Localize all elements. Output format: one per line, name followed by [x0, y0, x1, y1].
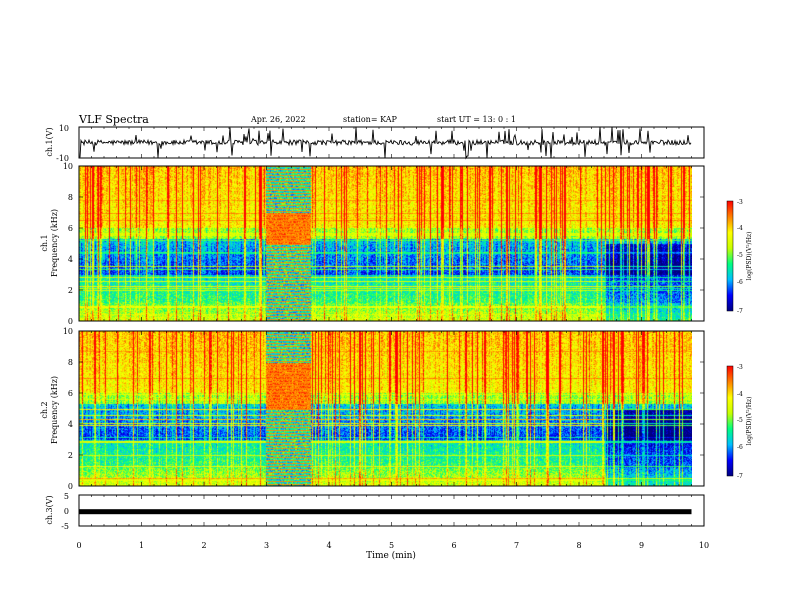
ch3-waveform-ticks — [78, 495, 705, 526]
ch2-cb-tick-m4: -4 — [737, 391, 743, 398]
y-tick-label: 4 — [68, 420, 73, 429]
ch3-waveform-panel: 5 0 -5 ch.3(V) 0 1 2 3 4 5 6 7 8 9 10 Time (min) — [45, 492, 709, 561]
ch1-waveform-ylabel: ch.1(V) — [45, 127, 54, 156]
ch3-ytick-mid: 0 — [64, 507, 69, 516]
y-tick-label: 10 — [63, 327, 73, 336]
ch3-ytick-bottom: -5 — [61, 522, 69, 531]
ch3-waveform-ylabel: ch.3(V) — [45, 495, 54, 524]
ch1-spectrogram-image — [79, 166, 692, 321]
ch1-cb-tick-m6: -6 — [737, 279, 743, 286]
ch1-spectrogram-ticks — [78, 166, 705, 321]
x-tick-label: 2 — [201, 541, 206, 550]
x-tick-label: 3 — [264, 541, 269, 550]
figure-title: VLF Spectra — [78, 113, 149, 126]
ch2-spectrogram-panel: 0 2 4 6 8 10 ch.2 Frequency (kHz) — [40, 327, 705, 491]
ch1-cb-tick-m3: -3 — [737, 199, 743, 206]
y-tick-label: 2 — [68, 286, 73, 295]
station-label: station= KAP — [343, 115, 398, 124]
x-tick-label: 5 — [389, 541, 394, 550]
ch1-ytick-top: 10 — [59, 124, 69, 133]
x-tick-label: 8 — [576, 541, 581, 550]
ch3-waveform-line — [79, 509, 692, 515]
time-axis-tick-labels: 0 1 2 3 4 5 6 7 8 9 10 — [76, 541, 709, 550]
x-tick-label: 1 — [139, 541, 144, 550]
x-tick-label: 7 — [514, 541, 519, 550]
ch2-frequency-label: Frequency (kHz) — [50, 376, 59, 444]
ch1-cb-tick-m7: -7 — [737, 308, 743, 315]
ch2-colorbar: -3 -4 -5 -6 -7 log(PSD)(V²/Hz) — [726, 364, 753, 480]
ch2-spectrogram-image — [79, 331, 692, 486]
ch2-spectrogram-ticks — [78, 331, 705, 486]
y-tick-label: 6 — [68, 389, 73, 398]
ch1-colorbar-label: log(PSD)(V²/Hz) — [746, 232, 753, 281]
ch1-spectrogram-panel: 0 2 4 6 8 10 ch.1 Frequency (kHz) — [40, 162, 705, 326]
ch1-frequency-label: Frequency (kHz) — [50, 209, 59, 277]
ch1-cb-tick-m5: -5 — [737, 252, 743, 259]
y-tick-label: 8 — [68, 193, 73, 202]
y-tick-label: 10 — [63, 162, 73, 171]
y-tick-label: 8 — [68, 358, 73, 367]
ch1-cb-tick-m4: -4 — [737, 225, 743, 232]
y-tick-label: 0 — [68, 482, 73, 491]
ch2-cb-tick-m5: -5 — [737, 417, 743, 424]
ch2-cb-tick-m6: -6 — [737, 444, 743, 451]
x-tick-label: 9 — [639, 541, 644, 550]
ch1-waveform-line — [79, 126, 692, 160]
ch3-ytick-top: 5 — [64, 492, 69, 501]
ch1-colorbar-gradient — [727, 201, 733, 311]
ch2-cb-tick-m3: -3 — [737, 364, 743, 371]
x-tick-label: 6 — [451, 541, 456, 550]
ch2-spectrogram-ylabel: ch.2 — [40, 401, 49, 418]
ch2-colorbar-label: log(PSD)(V²/Hz) — [746, 397, 753, 446]
start-time-label: start UT = 13: 0 : 1 — [437, 115, 516, 124]
date-label: Apr. 26, 2022 — [250, 115, 306, 124]
ch1-waveform-ticks — [78, 127, 705, 158]
ch1-ytick-bottom: -10 — [56, 154, 69, 163]
ch2-colorbar-gradient — [727, 366, 733, 476]
x-tick-label: 4 — [326, 541, 331, 550]
x-tick-label: 10 — [699, 541, 709, 550]
y-tick-label: 4 — [68, 255, 73, 264]
x-tick-label: 0 — [76, 541, 81, 550]
ch2-spectrogram-yticks: 0 2 4 6 8 10 — [63, 327, 704, 491]
y-tick-label: 0 — [68, 317, 73, 326]
ch1-spectrogram-ylabel: ch.1 — [40, 234, 49, 251]
ch1-waveform-panel: 10 -10 ch.1(V) — [45, 124, 705, 163]
ch1-colorbar: -3 -4 -5 -6 -7 log(PSD)(V²/Hz) — [726, 199, 753, 315]
ch2-cb-tick-m7: -7 — [737, 473, 743, 480]
y-tick-label: 6 — [68, 224, 73, 233]
y-tick-label: 2 — [68, 451, 73, 460]
time-axis-label: Time (min) — [366, 550, 416, 561]
ch1-spectrogram-yticks: 0 2 4 6 8 10 — [63, 162, 704, 326]
